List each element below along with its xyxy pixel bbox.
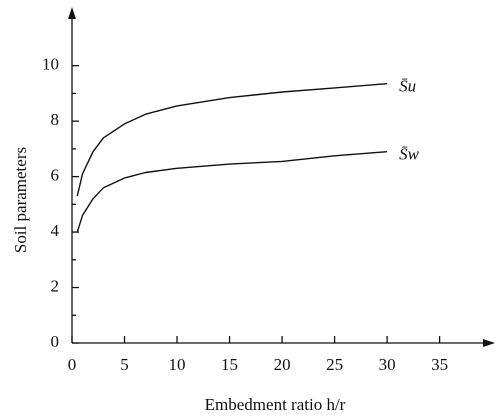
series-label: S̄w <box>399 145 420 164</box>
y-tick-label: 8 <box>51 110 60 129</box>
y-axis-label: Soil parameters <box>11 147 30 253</box>
y-tick-label: 2 <box>51 276 60 295</box>
x-tick-label: 0 <box>68 355 77 374</box>
series-line <box>76 151 388 233</box>
series-line <box>76 83 388 197</box>
x-tick-label: 20 <box>274 355 291 374</box>
x-tick-label: 25 <box>326 355 343 374</box>
series-label: S̄u <box>399 77 416 96</box>
x-axis-arrow <box>483 339 495 347</box>
y-axis-arrow <box>68 7 76 19</box>
y-tick-label: 6 <box>51 166 60 185</box>
x-tick-label: 5 <box>120 355 129 374</box>
x-tick-label: 15 <box>221 355 238 374</box>
y-tick-label: 4 <box>51 221 60 240</box>
x-tick-label: 35 <box>431 355 448 374</box>
x-axis-label: Embedment ratio h/r <box>205 395 346 414</box>
y-tick-label: 10 <box>42 55 59 74</box>
x-tick-label: 10 <box>169 355 186 374</box>
x-tick-label: 30 <box>379 355 396 374</box>
y-tick-label: 0 <box>51 332 60 351</box>
